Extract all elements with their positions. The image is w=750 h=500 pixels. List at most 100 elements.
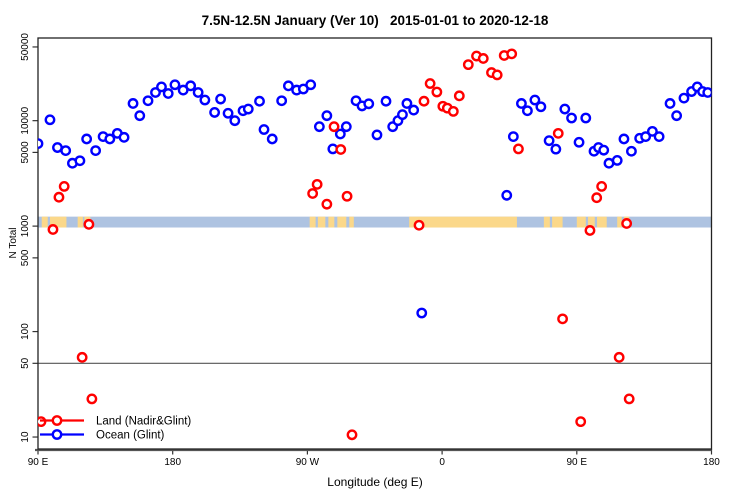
data-point-ocean bbox=[363, 98, 375, 110]
data-point-land bbox=[58, 181, 70, 192]
data-point-ocean bbox=[397, 109, 408, 121]
data-point-ocean bbox=[258, 124, 270, 135]
data-point-ocean bbox=[626, 145, 637, 157]
data-point-ocean bbox=[535, 101, 547, 113]
legend-land-label: Land (Nadir&Glint) bbox=[96, 416, 191, 428]
map-band-land-patch bbox=[588, 216, 595, 228]
data-point-ocean bbox=[501, 189, 513, 201]
x-tick-label: 180 bbox=[703, 457, 720, 468]
data-point-ocean bbox=[44, 114, 56, 126]
data-point-ocean bbox=[321, 110, 333, 122]
data-point-ocean bbox=[653, 131, 665, 143]
x-tick-label: 90 W bbox=[296, 457, 320, 468]
y-axis-title: N Total bbox=[8, 228, 19, 259]
data-point-land bbox=[341, 190, 353, 202]
map-band-land-patch bbox=[349, 216, 354, 228]
data-point-land bbox=[506, 48, 518, 60]
data-point-land bbox=[424, 78, 436, 89]
map-band-land-patch bbox=[328, 216, 335, 228]
data-point-ocean bbox=[671, 110, 683, 122]
data-point-land bbox=[311, 178, 323, 190]
data-point-ocean bbox=[313, 121, 325, 133]
data-point-ocean bbox=[678, 92, 690, 104]
data-point-ocean bbox=[169, 79, 181, 91]
data-point-ocean bbox=[598, 144, 610, 156]
data-point-land bbox=[418, 95, 430, 107]
legend-ocean-label: Ocean (Glint) bbox=[96, 430, 165, 442]
map-band-land-patch bbox=[77, 216, 83, 228]
data-point-land bbox=[47, 224, 59, 235]
chart-title: 7.5N-12.5N January (Ver 10) 2015-01-01 t… bbox=[201, 13, 549, 28]
data-point-ocean bbox=[199, 94, 211, 106]
data-point-ocean bbox=[611, 154, 623, 166]
data-point-ocean bbox=[640, 131, 652, 143]
x-tick-label: 0 bbox=[439, 457, 445, 468]
x-axis-title: Longitude (deg E) bbox=[327, 475, 423, 489]
y-tick-label: 50 bbox=[20, 357, 31, 369]
data-point-ocean bbox=[242, 103, 254, 115]
data-point-ocean bbox=[305, 79, 317, 91]
map-band-ocean bbox=[38, 216, 712, 228]
data-point-ocean bbox=[380, 95, 392, 107]
legend-ocean-marker bbox=[51, 429, 63, 440]
data-point-ocean bbox=[229, 115, 241, 127]
data-point-land bbox=[584, 225, 596, 236]
data-point-ocean bbox=[618, 133, 630, 145]
data-point-land bbox=[328, 121, 340, 133]
data-point-land bbox=[613, 351, 625, 363]
data-point-ocean bbox=[192, 87, 204, 98]
y-tick-label: 1000 bbox=[20, 215, 31, 238]
data-point-ocean bbox=[162, 88, 174, 99]
data-point-ocean bbox=[507, 131, 519, 143]
x-tick-label: 180 bbox=[164, 457, 181, 468]
data-point-land bbox=[491, 69, 503, 81]
data-point-ocean bbox=[215, 93, 226, 105]
data-point-ocean bbox=[118, 131, 130, 143]
data-point-ocean bbox=[142, 95, 154, 107]
y-tick-label: 10 bbox=[20, 431, 31, 443]
data-point-ocean bbox=[516, 98, 527, 109]
data-point-land bbox=[575, 416, 587, 428]
data-point-ocean bbox=[254, 95, 265, 107]
data-point-ocean bbox=[529, 94, 541, 106]
data-point-ocean bbox=[550, 143, 562, 155]
map-band-land-patch bbox=[409, 216, 517, 228]
y-tick-label: 500 bbox=[20, 249, 31, 266]
data-point-ocean bbox=[559, 103, 571, 115]
data-point-ocean bbox=[522, 105, 533, 117]
map-band-land-patch bbox=[337, 216, 347, 228]
y-tick-label: 5000 bbox=[20, 141, 31, 164]
data-point-ocean bbox=[416, 307, 428, 319]
data-point-ocean bbox=[104, 133, 116, 145]
data-point-ocean bbox=[408, 104, 420, 116]
data-point-ocean bbox=[401, 98, 413, 109]
map-band-land-patch bbox=[597, 216, 607, 228]
data-point-ocean bbox=[60, 145, 72, 157]
data-point-ocean bbox=[276, 95, 288, 107]
map-band-land-patch bbox=[317, 216, 326, 228]
data-point-ocean bbox=[127, 98, 139, 109]
data-point-land bbox=[513, 143, 524, 155]
data-point-land bbox=[431, 86, 443, 98]
map-band-land-patch bbox=[49, 216, 67, 228]
y-tick-label: 100 bbox=[20, 323, 31, 340]
map-band-land-patch bbox=[576, 216, 586, 228]
x-tick-label: 90 E bbox=[567, 457, 588, 468]
data-point-land bbox=[623, 393, 635, 405]
data-point-land bbox=[321, 198, 333, 210]
y-tick-label: 10000 bbox=[20, 106, 31, 134]
data-point-ocean bbox=[209, 107, 221, 118]
data-point-ocean bbox=[340, 121, 352, 133]
map-band-land-patch bbox=[309, 216, 316, 228]
data-point-land bbox=[307, 188, 319, 199]
data-point-land bbox=[86, 393, 98, 405]
data-point-ocean bbox=[185, 80, 197, 92]
data-point-ocean bbox=[282, 80, 294, 92]
data-point-land bbox=[621, 218, 633, 229]
data-point-ocean bbox=[573, 136, 585, 148]
data-point-land bbox=[557, 313, 568, 325]
data-point-land bbox=[335, 144, 347, 155]
data-point-ocean bbox=[702, 87, 712, 98]
data-point-ocean bbox=[38, 138, 44, 150]
